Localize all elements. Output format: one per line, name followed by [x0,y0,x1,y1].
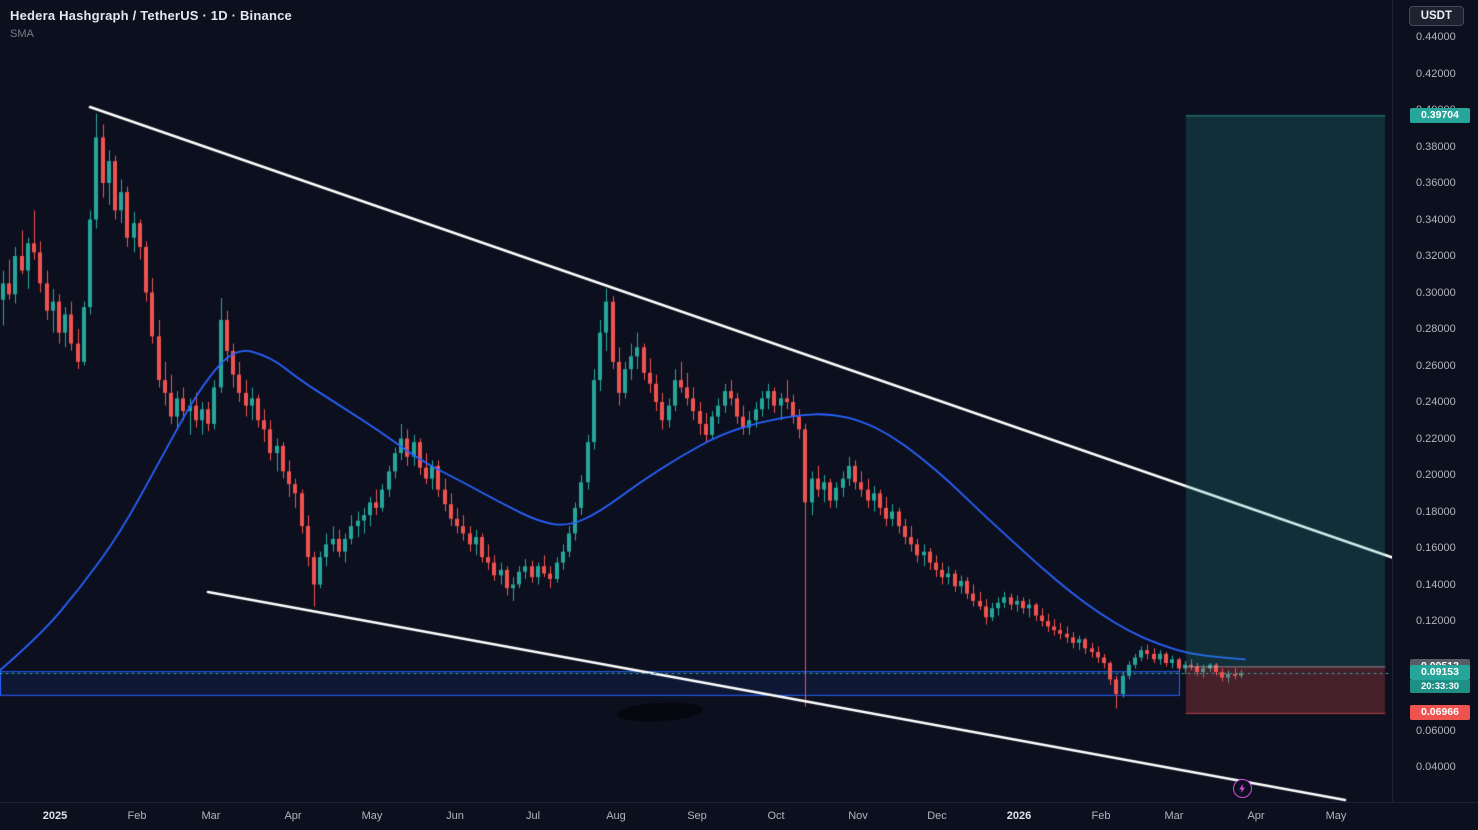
y-axis-tick: 0.26000 [1416,359,1456,372]
y-axis-tick: 0.18000 [1416,505,1456,518]
sma-indicator-label[interactable]: SMA [10,28,34,40]
x-axis-month-tick: Jun [446,810,464,822]
y-axis-tick: 0.20000 [1416,469,1456,481]
x-axis-month-tick: May [361,810,383,822]
y-axis-tick: 0.34000 [1416,213,1456,226]
lightning-marker[interactable] [1233,779,1252,798]
price-axis[interactable]: 0.440000.420000.400000.380000.360000.340… [1392,0,1478,802]
y-axis-tick: 0.04000 [1416,761,1456,773]
stop-price-label: 0.06966 [1410,705,1470,721]
x-axis-month-tick: Dec [927,810,947,822]
x-axis-month-tick: Jul [525,810,541,822]
y-axis-tick: 0.06000 [1416,724,1456,737]
x-axis-month-tick: Nov [848,810,868,822]
x-axis-month-tick: May [1325,810,1347,822]
y-axis-tick: 0.28000 [1416,323,1456,335]
y-axis-tick: 0.16000 [1416,542,1456,554]
last-price-label: 0.09153 [1410,665,1470,681]
currency-toggle-button[interactable]: USDT [1408,6,1464,26]
x-axis-month-tick: Mar [1164,810,1184,822]
y-axis-tick: 0.32000 [1416,250,1456,262]
x-axis-month-tick: Aug [606,810,626,822]
x-axis-month-tick: Sep [687,810,707,822]
x-axis-month-tick: Feb [127,810,147,822]
y-axis-tick: 0.38000 [1416,140,1456,153]
x-axis-month-tick: Feb [1091,810,1111,822]
y-axis-tick: 0.42000 [1416,67,1456,80]
countdown-label: 20:33:30 [1410,680,1470,694]
y-axis-tick: 0.14000 [1416,578,1456,591]
x-axis-month-tick: Mar [201,810,221,822]
lightning-icon [1239,783,1245,794]
y-axis-tick: 0.12000 [1416,615,1456,627]
x-axis-month-tick: Apr [1247,810,1265,822]
x-axis-month-tick: Apr [284,810,302,822]
time-axis[interactable]: 2025 Feb Mar Apr May Jun Jul Aug Sep Oct Nov Dec 202… [0,802,1478,830]
y-axis-tick: 0.36000 [1416,177,1456,189]
symbol-title[interactable]: Hedera Hashgraph / TetherUS · 1D · Binan… [10,8,292,23]
target-price-label: 0.39704 [1410,107,1470,123]
x-axis-year-tick: 2025 [42,810,68,822]
price-chart-canvas[interactable] [0,0,1392,802]
x-axis-year-tick: 2026 [1006,810,1032,822]
y-axis-tick: 0.44000 [1416,31,1456,43]
y-axis-tick: 0.22000 [1416,432,1456,445]
y-axis-tick: 0.30000 [1416,286,1456,299]
x-axis-month-tick: Oct [767,810,785,822]
chart-legend: Hedera Hashgraph / TetherUS · 1D · Binan… [10,8,292,40]
y-axis-tick: 0.24000 [1416,396,1456,408]
